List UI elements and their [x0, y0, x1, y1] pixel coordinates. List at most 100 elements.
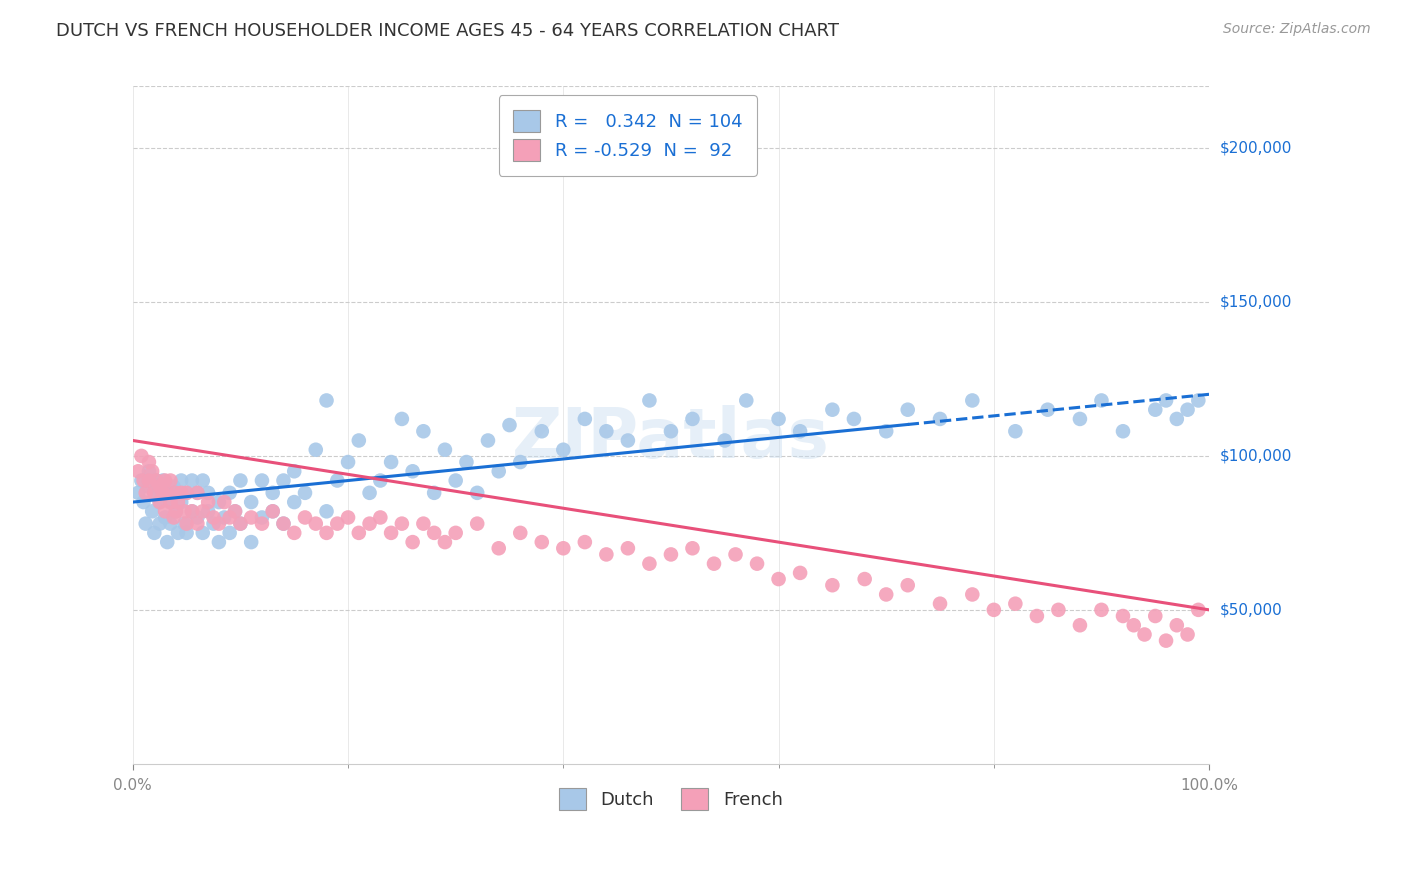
Legend: Dutch, French: Dutch, French: [547, 775, 796, 822]
Point: [127, 486, 149, 500]
Point: [170, 495, 193, 509]
Point: [294, 486, 316, 500]
Point: [1069, 618, 1091, 632]
Point: [456, 455, 478, 469]
Point: [703, 557, 725, 571]
Text: $50,000: $50,000: [1220, 602, 1282, 617]
Point: [842, 412, 865, 426]
Point: [170, 486, 193, 500]
Point: [423, 486, 446, 500]
Point: [423, 525, 446, 540]
Point: [273, 474, 295, 488]
Point: [132, 495, 155, 509]
Point: [433, 535, 456, 549]
Point: [1177, 402, 1199, 417]
Point: [465, 516, 488, 531]
Point: [530, 535, 553, 549]
Point: [1047, 603, 1070, 617]
Point: [359, 516, 381, 531]
Point: [149, 495, 172, 509]
Point: [488, 541, 510, 556]
Point: [141, 504, 163, 518]
Point: [191, 474, 214, 488]
Point: [488, 464, 510, 478]
Point: [143, 486, 166, 500]
Point: [156, 486, 179, 500]
Point: [412, 516, 434, 531]
Point: [152, 486, 174, 500]
Point: [530, 424, 553, 438]
Point: [1144, 402, 1167, 417]
Point: [305, 516, 328, 531]
Point: [477, 434, 499, 448]
Point: [165, 504, 187, 518]
Point: [444, 474, 467, 488]
Point: [1144, 609, 1167, 624]
Point: [1004, 597, 1026, 611]
Point: [391, 516, 413, 531]
Point: [159, 516, 181, 531]
Point: [294, 510, 316, 524]
Point: [224, 504, 246, 518]
Point: [326, 516, 349, 531]
Point: [197, 486, 219, 500]
Point: [1069, 412, 1091, 426]
Text: $100,000: $100,000: [1220, 449, 1292, 463]
Point: [262, 504, 284, 518]
Point: [1133, 627, 1156, 641]
Point: [359, 486, 381, 500]
Point: [347, 525, 370, 540]
Point: [181, 504, 204, 518]
Point: [145, 474, 167, 488]
Text: $150,000: $150,000: [1220, 294, 1292, 310]
Point: [202, 510, 225, 524]
Point: [149, 495, 172, 509]
Point: [165, 504, 187, 518]
Point: [283, 464, 305, 478]
Point: [262, 504, 284, 518]
Point: [208, 516, 231, 531]
Point: [305, 442, 328, 457]
Point: [983, 603, 1005, 617]
Point: [659, 424, 682, 438]
Point: [229, 516, 252, 531]
Point: [149, 480, 172, 494]
Point: [509, 525, 531, 540]
Point: [135, 486, 157, 500]
Point: [186, 486, 208, 500]
Point: [768, 412, 790, 426]
Point: [1036, 402, 1059, 417]
Text: DUTCH VS FRENCH HOUSEHOLDER INCOME AGES 45 - 64 YEARS CORRELATION CHART: DUTCH VS FRENCH HOUSEHOLDER INCOME AGES …: [56, 22, 839, 40]
Point: [145, 474, 167, 488]
Point: [821, 578, 844, 592]
Point: [250, 474, 273, 488]
Point: [337, 510, 360, 524]
Point: [138, 474, 160, 488]
Point: [153, 486, 176, 500]
Point: [789, 424, 811, 438]
Point: [170, 474, 193, 488]
Point: [412, 424, 434, 438]
Point: [149, 516, 172, 531]
Point: [337, 455, 360, 469]
Point: [141, 464, 163, 478]
Point: [181, 474, 204, 488]
Point: [176, 486, 198, 500]
Point: [682, 412, 704, 426]
Point: [1090, 603, 1112, 617]
Point: [218, 510, 240, 524]
Point: [617, 434, 640, 448]
Point: [433, 442, 456, 457]
Point: [745, 557, 768, 571]
Point: [875, 587, 897, 601]
Point: [208, 495, 231, 509]
Point: [214, 510, 236, 524]
Point: [315, 393, 337, 408]
Point: [163, 480, 186, 494]
Point: [165, 486, 187, 500]
Point: [897, 402, 920, 417]
Point: [929, 597, 952, 611]
Point: [380, 525, 402, 540]
Point: [929, 412, 952, 426]
Point: [1187, 603, 1209, 617]
